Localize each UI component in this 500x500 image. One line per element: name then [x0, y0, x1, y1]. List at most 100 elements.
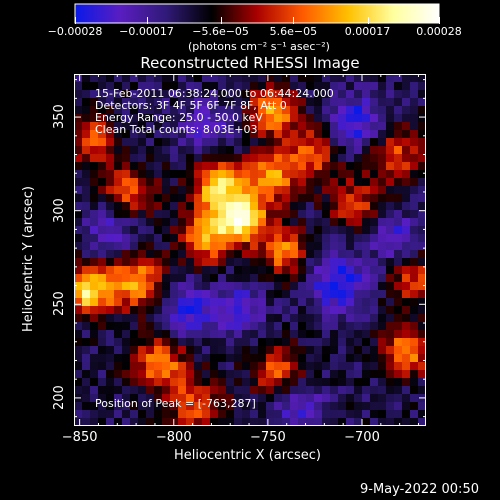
heatmap-cell [410, 314, 419, 323]
heatmap-cell [314, 418, 323, 426]
heatmap-cell [322, 202, 331, 211]
heatmap-cell [90, 402, 99, 411]
heatmap-cell [186, 282, 195, 291]
heatmap-cell [194, 178, 203, 187]
heatmap-cell [218, 82, 227, 91]
heatmap-cell [250, 410, 259, 419]
heatmap-cell [146, 122, 155, 131]
heatmap-cell [394, 402, 403, 411]
heatmap-cell [178, 186, 187, 195]
heatmap-cell [386, 170, 395, 179]
heatmap-cell [338, 178, 347, 187]
heatmap-cell [402, 330, 411, 339]
heatmap-cell [418, 106, 426, 115]
heatmap-cell [106, 338, 115, 347]
heatmap-cell [90, 354, 99, 363]
heatmap-cell [146, 242, 155, 251]
heatmap-cell [154, 290, 163, 299]
heatmap-cell [170, 178, 179, 187]
heatmap-cell [114, 170, 123, 179]
heatmap-cell [154, 338, 163, 347]
heatmap-cell [170, 226, 179, 235]
heatmap-cell [234, 122, 243, 131]
heatmap-cell [410, 258, 419, 267]
heatmap-cell [130, 282, 139, 291]
heatmap-cell [282, 122, 291, 131]
heatmap-cell [122, 194, 131, 203]
heatmap-cell [250, 226, 259, 235]
heatmap-cell [322, 130, 331, 139]
heatmap-cell [306, 290, 315, 299]
heatmap-cell [402, 170, 411, 179]
heatmap-cell [378, 178, 387, 187]
heatmap-cell [114, 234, 123, 243]
heatmap-cell [146, 114, 155, 123]
heatmap-cell [90, 202, 99, 211]
heatmap-cell [226, 146, 235, 155]
heatmap-cell [402, 162, 411, 171]
heatmap-cell [82, 338, 91, 347]
heatmap-cell [306, 210, 315, 219]
heatmap-cell [282, 218, 291, 227]
heatmap-cell [186, 394, 195, 403]
heatmap-cell [250, 242, 259, 251]
heatmap-cell [418, 258, 426, 267]
heatmap-cell [394, 226, 403, 235]
heatmap-cell [290, 362, 299, 371]
heatmap-cell [402, 402, 411, 411]
heatmap-cell [218, 418, 227, 426]
heatmap-cell [298, 210, 307, 219]
heatmap-cell [162, 226, 171, 235]
heatmap-cell [202, 154, 211, 163]
heatmap-cell [370, 210, 379, 219]
heatmap-cell [266, 250, 275, 259]
heatmap-cell [378, 234, 387, 243]
heatmap-cell [178, 242, 187, 251]
heatmap-cell [210, 210, 219, 219]
heatmap-cell [242, 354, 251, 363]
heatmap-cell [266, 154, 275, 163]
heatmap-cell [314, 234, 323, 243]
heatmap-cell [290, 74, 299, 83]
heatmap-cell [322, 146, 331, 155]
heatmap-cell [90, 138, 99, 147]
heatmap-cell [346, 266, 355, 275]
heatmap-cell [226, 346, 235, 355]
heatmap-cell [370, 106, 379, 115]
heatmap-cell [410, 234, 419, 243]
heatmap-cell [90, 194, 99, 203]
heatmap-cell [338, 146, 347, 155]
heatmap-cell [170, 258, 179, 267]
heatmap-cell [370, 258, 379, 267]
heatmap-cell [330, 402, 339, 411]
heatmap-cell [346, 298, 355, 307]
heatmap-cell [346, 202, 355, 211]
heatmap-cell [402, 418, 411, 426]
heatmap-cell [410, 346, 419, 355]
heatmap-cell [290, 178, 299, 187]
heatmap-cell [154, 106, 163, 115]
heatmap-cell [402, 370, 411, 379]
heatmap-cell [386, 330, 395, 339]
heatmap-cell [386, 162, 395, 171]
heatmap-cell [106, 218, 115, 227]
heatmap-cell [354, 386, 363, 395]
heatmap-cell [194, 162, 203, 171]
heatmap-cell [106, 74, 115, 83]
heatmap-cell [98, 410, 107, 419]
heatmap-cell [258, 266, 267, 275]
heatmap-cell [178, 90, 187, 99]
heatmap-cell [186, 338, 195, 347]
heatmap-cell [418, 122, 426, 131]
heatmap-cell [362, 114, 371, 123]
heatmap-cell [322, 226, 331, 235]
heatmap-cell [234, 378, 243, 387]
heatmap-cell [402, 130, 411, 139]
heatmap-cell [178, 314, 187, 323]
heatmap-cell [226, 418, 235, 426]
heatmap-cell [98, 82, 107, 91]
heatmap-cell [162, 162, 171, 171]
heatmap-cell [122, 202, 131, 211]
heatmap-cell [122, 114, 131, 123]
heatmap-cell [298, 90, 307, 99]
